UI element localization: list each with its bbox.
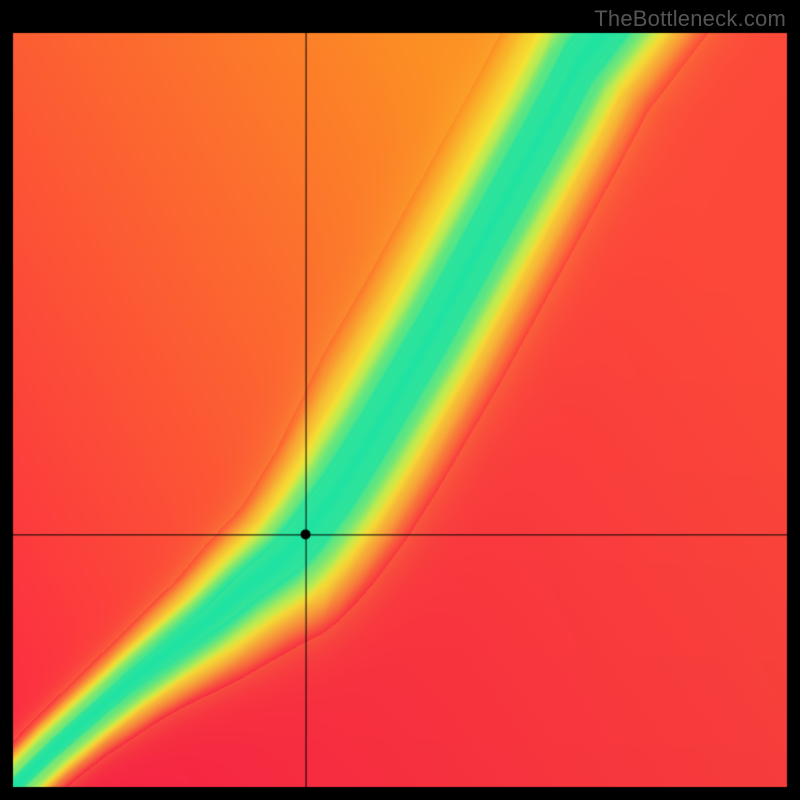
attribution-text: TheBottleneck.com [594, 6, 786, 32]
chart-container: TheBottleneck.com [0, 0, 800, 800]
heatmap-canvas [0, 0, 800, 800]
